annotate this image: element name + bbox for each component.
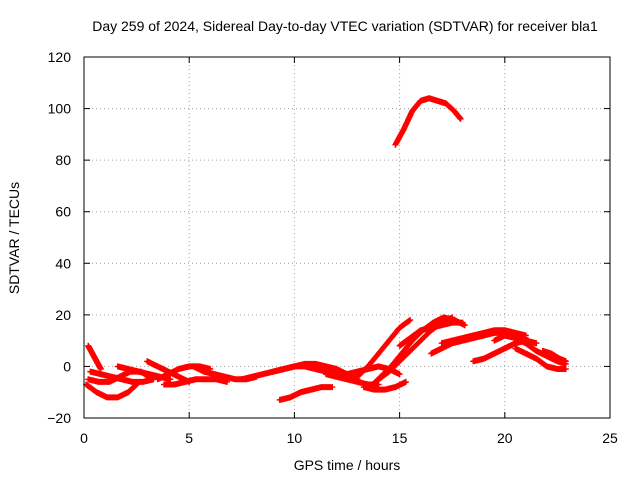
- data-point-markers: [360, 378, 409, 393]
- y-tick-label: 60: [55, 204, 71, 220]
- series-arc-22: [438, 327, 529, 347]
- data-point-markers: [276, 384, 336, 403]
- data-points: [83, 95, 569, 403]
- series-arc-2: [83, 381, 140, 401]
- y-tick-label: −20: [47, 410, 71, 426]
- x-tick-label: 15: [392, 430, 408, 446]
- x-tick-label: 25: [602, 430, 618, 446]
- axis-ticks: [83, 56, 611, 419]
- data-point-markers: [83, 381, 140, 401]
- x-tick-label: 10: [287, 430, 303, 446]
- plot-frame: [83, 56, 611, 419]
- chart-title: Day 259 of 2024, Sidereal Day-to-day VTE…: [92, 18, 598, 34]
- y-tick-label: 80: [55, 152, 71, 168]
- x-tick-label: 0: [80, 430, 88, 446]
- series-arc-4: [87, 368, 157, 385]
- x-tick-label: 5: [185, 430, 193, 446]
- x-tick-labels: 0 5 10 15 20 25: [80, 430, 618, 446]
- data-point-markers: [438, 327, 529, 347]
- y-tick-label: 20: [55, 307, 71, 323]
- series-arc-20: [396, 319, 466, 349]
- y-tick-label: 100: [48, 101, 72, 117]
- y-tick-label: 120: [48, 49, 72, 65]
- y-axis-label: SDTVAR / TECUs: [6, 182, 22, 294]
- series-arc-26: [539, 348, 569, 365]
- data-point-markers: [539, 348, 569, 365]
- y-tick-labels: −20 0 20 40 60 80 100 120: [47, 49, 71, 426]
- x-axis-label: GPS time / hours: [294, 457, 401, 473]
- series-arc-8: [161, 376, 231, 388]
- data-point-markers: [85, 342, 104, 372]
- series-arc-19: [392, 95, 464, 148]
- data-point-markers: [87, 368, 157, 385]
- data-point-markers: [512, 345, 569, 372]
- data-point-markers: [392, 95, 464, 148]
- series-arc-1: [85, 342, 104, 372]
- y-tick-label: 0: [63, 358, 71, 374]
- data-point-markers: [396, 319, 466, 349]
- series-arc-12: [276, 384, 336, 403]
- data-point-markers: [354, 317, 414, 380]
- data-point-markers: [161, 376, 231, 388]
- series-arc-15: [360, 378, 409, 393]
- grid-lines: [84, 57, 610, 418]
- x-tick-label: 20: [497, 430, 513, 446]
- y-tick-label: 40: [55, 255, 71, 271]
- series-arc-25: [512, 345, 569, 372]
- series-arc-16: [354, 317, 414, 380]
